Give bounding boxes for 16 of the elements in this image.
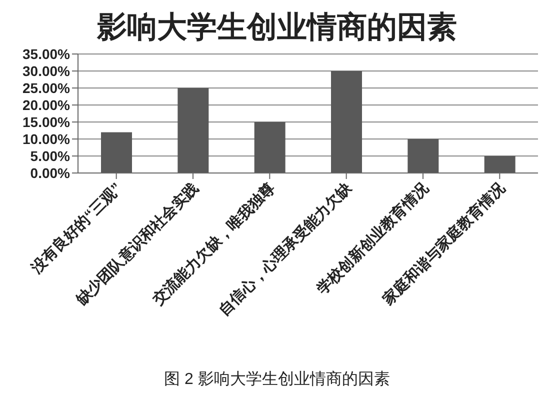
y-tick-label: 0.00% — [30, 164, 71, 181]
bar — [408, 139, 439, 173]
bar — [331, 71, 362, 173]
bar — [254, 122, 286, 173]
chart-title: 影响大学生创业情商的因素 — [97, 11, 457, 44]
y-tick-label: 5.00% — [30, 148, 71, 164]
caption: 图 2 影响大学生创业情商的因素 — [163, 370, 391, 390]
y-tick-label: 35.00% — [22, 46, 71, 62]
y-tick-label: 30.00% — [22, 62, 71, 79]
bar — [178, 88, 209, 173]
bar — [484, 156, 516, 173]
bar — [101, 132, 132, 173]
y-tick-label: 25.00% — [22, 80, 71, 96]
y-tick-label: 15.00% — [22, 114, 71, 130]
y-tick-label: 10.00% — [22, 130, 71, 147]
y-tick-label: 20.00% — [22, 96, 71, 113]
